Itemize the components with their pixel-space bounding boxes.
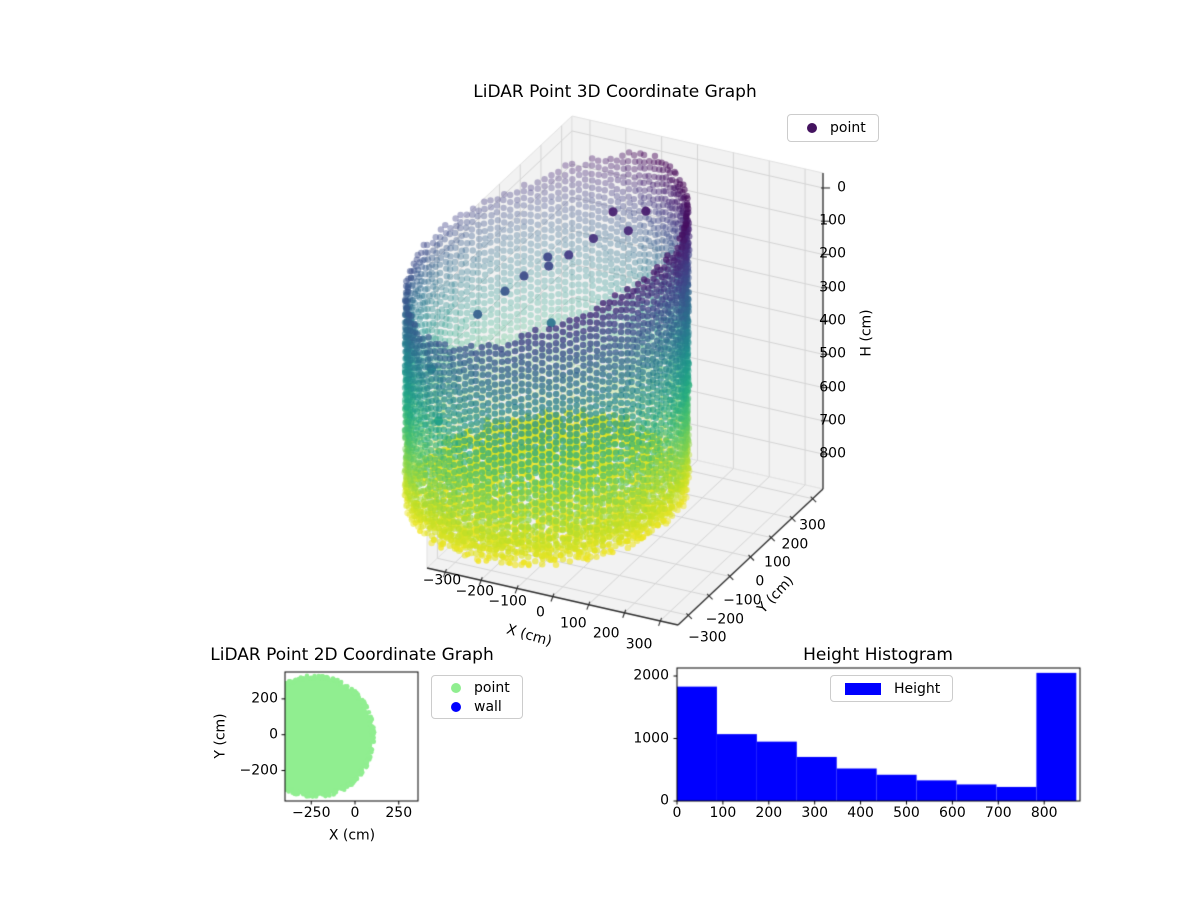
point-marker-icon [451,682,461,693]
legend-label: point [830,120,866,136]
legend-item-point2d: point [442,680,510,696]
height-swatch-icon [845,682,881,695]
point-marker-icon [807,123,817,133]
legend-item-point3d: point [798,120,866,136]
wall-marker-icon [451,701,461,712]
hist-legend: Height [830,675,954,702]
legend-label: point [474,679,510,696]
legend-item-height: Height [841,681,940,697]
plot2d-legend: point wall [431,675,523,719]
legend-label: wall [474,698,502,715]
plot3d-legend: point [787,114,879,142]
legend-item-wall2d: wall [442,699,510,715]
legend-label: Height [894,680,941,697]
